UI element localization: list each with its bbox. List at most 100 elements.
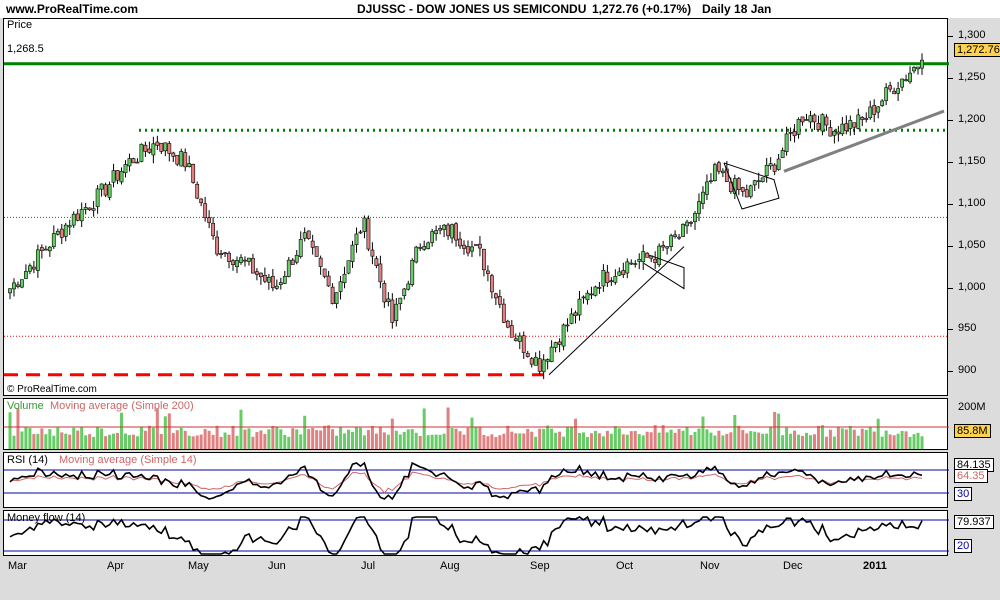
- money-flow-panel[interactable]: Money flow (14): [3, 510, 949, 556]
- volume-bar: [52, 435, 56, 449]
- volume-ma-label: Moving average (Simple 200): [50, 400, 194, 412]
- volume-bar: [438, 434, 442, 449]
- candle-body: [370, 249, 375, 257]
- candle-body: [888, 85, 893, 90]
- volume-bar: [868, 427, 872, 449]
- candle-body: [434, 230, 439, 234]
- candle-body: [322, 268, 327, 277]
- candle-body: [581, 296, 586, 299]
- candle-body: [31, 266, 36, 270]
- candle-body: [24, 271, 28, 279]
- volume-bar: [151, 427, 155, 449]
- candle-body: [418, 247, 423, 249]
- volume-bar: [414, 432, 418, 449]
- candle-body: [35, 249, 40, 271]
- candle-body: [167, 143, 172, 154]
- candle-body: [83, 207, 88, 210]
- volume-bar: [554, 432, 558, 449]
- volume-bar: [876, 418, 880, 449]
- y-tick-mark: [948, 161, 953, 163]
- candle-body: [342, 273, 347, 284]
- candle-body: [525, 353, 530, 357]
- candle-body: [828, 127, 833, 137]
- quote-change: 1,272.76 (+0.17%): [592, 2, 692, 16]
- y-tick-label: 1,200: [958, 113, 986, 126]
- candle-body: [529, 358, 534, 365]
- candle-body: [131, 158, 136, 164]
- volume-bar: [880, 436, 884, 449]
- candle-body: [557, 341, 562, 345]
- candle-body: [43, 248, 48, 251]
- volume-bar: [570, 427, 574, 449]
- candle-body: [633, 263, 638, 265]
- volume-bar: [187, 435, 191, 449]
- volume-bar: [426, 435, 430, 449]
- triangle-pattern: [723, 162, 780, 210]
- volume-bar: [482, 434, 486, 449]
- volume-bar: [279, 429, 283, 449]
- volume-bar: [597, 433, 601, 449]
- volume-bar: [131, 434, 135, 449]
- candle-body: [509, 325, 514, 338]
- volume-panel[interactable]: Volume Moving average (Simple 200): [3, 398, 949, 450]
- candle-body: [537, 358, 542, 372]
- site-name[interactable]: www.ProRealTime.com: [6, 2, 139, 16]
- volume-bar: [92, 436, 96, 449]
- volume-bar: [589, 433, 593, 449]
- money-flow-20-tick: 20: [954, 539, 973, 553]
- candle-body: [143, 144, 148, 152]
- y-tick-mark: [948, 371, 953, 373]
- candle-body: [856, 114, 861, 129]
- candle-body: [390, 299, 395, 323]
- candle-body: [266, 276, 271, 283]
- volume-bar: [613, 426, 617, 449]
- candle-body: [12, 282, 16, 290]
- candle-body: [474, 244, 478, 246]
- candle-body: [709, 180, 713, 183]
- y-tick-mark: [948, 287, 953, 289]
- candle-body: [446, 224, 450, 237]
- volume-bar: [307, 429, 311, 449]
- volume-bar: [259, 430, 263, 449]
- volume-bar: [40, 428, 44, 449]
- volume-bar: [20, 431, 24, 449]
- candle-body: [231, 260, 235, 266]
- candle-body: [410, 260, 415, 285]
- money-flow-chart: [4, 514, 949, 555]
- candle-body: [207, 217, 212, 223]
- volume-bar: [171, 433, 175, 449]
- candle-body: [840, 123, 845, 135]
- candle-body: [51, 233, 56, 248]
- y-tick-mark: [948, 36, 953, 38]
- volume-bar: [693, 431, 697, 449]
- candle-body: [362, 217, 367, 232]
- volume-bar: [303, 415, 307, 449]
- volume-bar: [749, 431, 753, 449]
- volume-bar: [143, 430, 147, 449]
- rsi-panel[interactable]: RSI (14) Moving average (Simple 14): [3, 452, 949, 508]
- volume-bar: [797, 434, 801, 449]
- volume-bar: [581, 432, 585, 449]
- candle-body: [513, 338, 518, 341]
- volume-bar: [275, 427, 279, 449]
- candle-body: [227, 252, 231, 262]
- volume-bar: [741, 429, 745, 449]
- volume-bar: [179, 427, 183, 449]
- candle-body: [816, 122, 821, 130]
- candle-body: [243, 259, 247, 262]
- candle-body: [155, 141, 160, 146]
- volume-bar: [462, 434, 466, 449]
- volume-bar: [430, 434, 434, 449]
- volume-bar: [358, 427, 362, 449]
- candle-body: [589, 293, 594, 296]
- volume-bar: [319, 430, 323, 449]
- candle-body: [549, 346, 554, 362]
- candle-body: [215, 236, 219, 255]
- candle-body: [844, 123, 849, 132]
- y-tick-label: 1,000: [958, 280, 986, 293]
- price-panel[interactable]: Price 1,268.5 © ProRealTime.com: [3, 18, 949, 396]
- candle-body: [553, 342, 558, 348]
- candle-body: [195, 183, 200, 199]
- volume-bar: [801, 435, 805, 449]
- candle-body: [298, 239, 303, 257]
